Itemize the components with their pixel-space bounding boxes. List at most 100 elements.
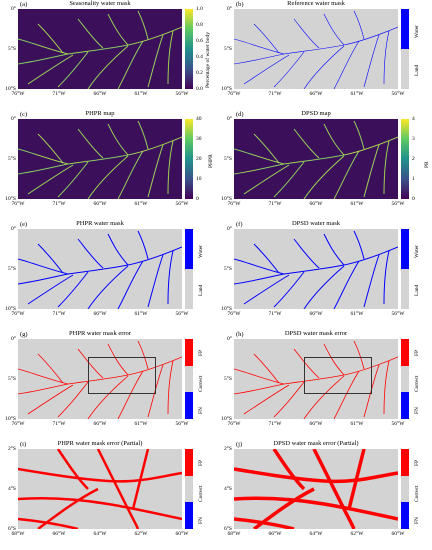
panel-e: PHPR water mask (e) 0° 5°S 10°S 76°W 71°W 66°W 6… [0, 220, 216, 330]
colorbar-tick: 0 [412, 196, 415, 202]
x-tick: 66°W [93, 91, 107, 97]
x-tick: 76°W [227, 311, 241, 317]
x-tick: 66°W [93, 421, 107, 427]
legend-land [401, 269, 409, 309]
legend-label: FN [414, 406, 420, 414]
legend-correct [185, 366, 193, 392]
x-tick: 56°W [175, 91, 189, 97]
x-tick: 66°W [309, 311, 323, 317]
y-tick: 0° [11, 116, 16, 122]
x-tick: 68°W [11, 531, 25, 537]
zoom-box [304, 357, 372, 394]
colorbar-tick: 1 [412, 176, 415, 182]
x-tick: 61°W [134, 91, 148, 97]
y-tick: 6°S [7, 526, 16, 532]
y-tick: 10°S [5, 306, 16, 312]
x-tick: 61°W [350, 91, 364, 97]
x-tick: 76°W [227, 91, 241, 97]
y-tick: 0° [11, 6, 16, 12]
colorbar-tick: 1.0 [196, 6, 203, 12]
panel-title: PHPR water mask error [69, 330, 131, 337]
legend-water [401, 229, 409, 269]
legend-fn [401, 502, 409, 529]
colorbar-tick: 4 [412, 116, 415, 122]
x-tick: 64°W [93, 531, 107, 537]
panel-d: DPSD map (d) 0° 5°S 10°S 76°W 71°W 66°W 61°W 56°W… [216, 110, 432, 220]
y-tick: 10°S [221, 416, 232, 422]
x-tick: 71°W [268, 91, 282, 97]
panel-f: DPSD water mask (f) 0° 5°S 10°S 76°W 71°W 66°W 6… [216, 220, 432, 330]
x-tick: 61°W [134, 201, 148, 207]
legend-label: Correct [198, 375, 204, 393]
y-tick: 0° [227, 226, 232, 232]
y-tick: 10°S [221, 306, 232, 312]
legend-correct [401, 366, 409, 392]
panel-label: (g) [20, 331, 28, 338]
panel-label: (j) [236, 441, 243, 448]
x-tick: 76°W [11, 201, 25, 207]
x-tick: 56°W [391, 311, 405, 317]
y-tick: 10°S [221, 86, 232, 92]
legend-label: Water [198, 245, 204, 258]
legend-label: FN [198, 516, 204, 524]
colorbar-label: PR [424, 161, 430, 168]
colorbar-tick: 0 [196, 196, 199, 202]
colorbar-tick: 3 [412, 136, 415, 142]
legend-fn [185, 502, 193, 529]
x-tick: 60°W [175, 531, 189, 537]
panel-title: DPSD water mask error [284, 330, 348, 337]
legend-water [185, 229, 193, 269]
colorbar-tick: 0.6 [196, 38, 203, 44]
legend-label: FP [198, 459, 204, 466]
panel-a: Seasonality water mask (a) 0° 5°S 10°S 76°W 71… [0, 0, 216, 110]
zoom-box [88, 357, 156, 394]
x-tick: 56°W [175, 201, 189, 207]
colorbar-tick: 0.8 [196, 22, 203, 28]
panel-label: (d) [236, 111, 244, 118]
x-tick: 61°W [350, 201, 364, 207]
legend-label: FP [414, 349, 420, 356]
x-tick: 61°W [134, 311, 148, 317]
x-tick: 71°W [268, 311, 282, 317]
x-tick: 76°W [11, 91, 25, 97]
x-tick: 66°W [268, 531, 282, 537]
panel-g: PHPR water mask error (g) 0° 5°S 10°S 76°W 71°… [0, 330, 216, 440]
y-tick: 0° [11, 226, 16, 232]
panel-label: (b) [236, 1, 244, 8]
x-tick: 56°W [175, 421, 189, 427]
y-tick: 5°S [7, 156, 16, 162]
colorbar-tick: 0.2 [196, 70, 203, 76]
y-tick: 5°S [223, 156, 232, 162]
x-tick: 76°W [11, 421, 25, 427]
colorbar-label: PHPR [208, 154, 214, 168]
x-tick: 61°W [350, 421, 364, 427]
x-tick: 56°W [391, 421, 405, 427]
map-area [234, 119, 398, 199]
legend-fp [185, 339, 193, 366]
legend-fn [185, 392, 193, 419]
y-tick: 5°S [7, 46, 16, 52]
colorbar-label: Percentage of water body [205, 31, 211, 88]
colorbar-tick: 30 [196, 136, 202, 142]
panel-j: DPSD water mask error (Partial) (j) 2°S 4°S… [216, 440, 432, 550]
legend-label: Correct [198, 485, 204, 503]
y-tick: 10°S [5, 416, 16, 422]
legend-correct [401, 476, 409, 502]
panel-label: (f) [236, 221, 243, 228]
x-tick: 68°W [227, 531, 241, 537]
x-tick: 61°W [350, 311, 364, 317]
panel-b: Reference water mask (b) 0° 5°S 10°S 76°W 71°W… [216, 0, 432, 110]
panel-title: PHPR water mask [76, 220, 124, 227]
y-tick: 0° [227, 6, 232, 12]
panel-label: (h) [236, 331, 244, 338]
y-tick: 10°S [221, 196, 232, 202]
x-tick: 66°W [93, 311, 107, 317]
colorbar-tick: 0.4 [196, 54, 203, 60]
map-area [234, 229, 398, 309]
colorbar-tick: 10 [196, 176, 202, 182]
legend-land [185, 269, 193, 309]
y-tick: 5°S [223, 46, 232, 52]
y-tick: 2°S [7, 446, 16, 452]
y-tick: 5°S [7, 266, 16, 272]
panel-title: DPSD map [301, 110, 331, 117]
